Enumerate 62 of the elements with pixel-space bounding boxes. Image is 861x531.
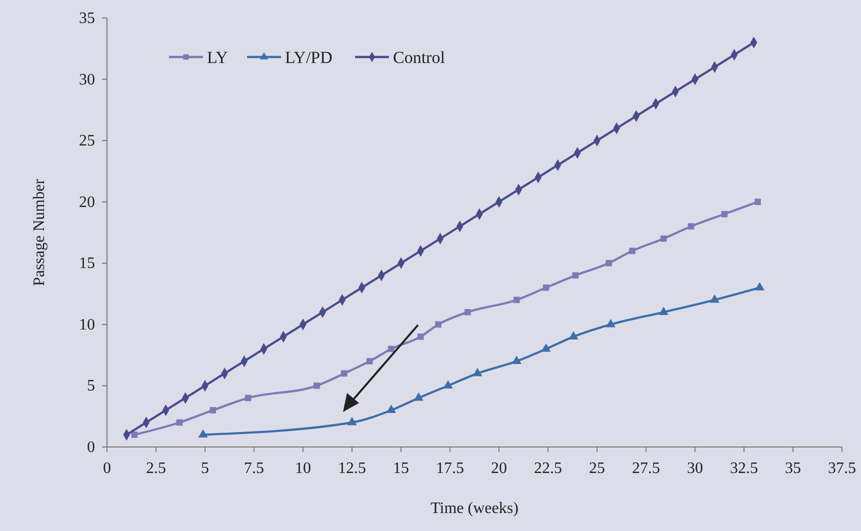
point [386,404,396,414]
point [414,392,424,401]
x-tick-label: 37.5 [828,460,856,477]
point [435,321,442,328]
legend-label: LY/PD [285,48,332,67]
legend-label: Control [393,48,446,67]
x-tick-label: 17.5 [436,460,464,477]
y-tick-label: 35 [79,10,95,27]
x-tick-label: 32.5 [730,460,758,477]
x-tick-label: 5 [201,460,209,477]
x-tick-label: 12.5 [338,460,366,477]
legend-label: LY [207,48,228,67]
point [688,223,694,230]
x-tick-label: 35 [785,460,801,477]
point [606,260,612,266]
x-tick-label: 7.5 [244,460,264,477]
x-tick-label: 20 [491,460,507,477]
y-tick-label: 5 [87,378,95,395]
x-tick-label: 10 [295,460,311,477]
y-tick-label: 10 [79,316,95,334]
point [244,394,252,402]
y-tick-label: 20 [79,194,95,211]
point [513,296,520,304]
y-tick-label: 0 [87,439,95,456]
y-axis-title: Passage Number [31,178,48,286]
x-tick-label: 27.5 [632,460,660,477]
point [443,380,453,388]
point [472,368,482,376]
point [572,272,579,279]
point [629,248,636,254]
point [347,416,357,426]
point [198,429,208,438]
point [606,318,616,328]
point [658,306,668,315]
point [464,309,471,316]
point [366,358,373,364]
y-tick-label: 15 [79,255,95,272]
point [417,334,424,340]
x-axis-title: Time (weeks) [430,500,518,517]
y-tick-label: 25 [79,132,95,150]
point [314,382,320,389]
x-tick-label: 22.5 [534,460,562,477]
point [176,419,183,426]
point [754,198,761,206]
point [721,210,728,218]
point [568,331,578,340]
point [210,407,216,414]
point [542,284,550,291]
point [512,356,522,364]
x-tick-label: 25 [589,460,605,477]
point [754,282,764,290]
point [341,370,348,377]
point [131,432,138,438]
point [388,346,394,352]
x-tick-label: 2.5 [146,460,166,477]
x-tick-label: 15 [393,460,409,477]
y-tick-label: 30 [79,71,95,88]
point [541,343,551,352]
point [660,235,667,242]
x-tick-label: 30 [687,460,703,477]
x-tick-label: 0 [103,460,111,477]
point [710,294,720,303]
